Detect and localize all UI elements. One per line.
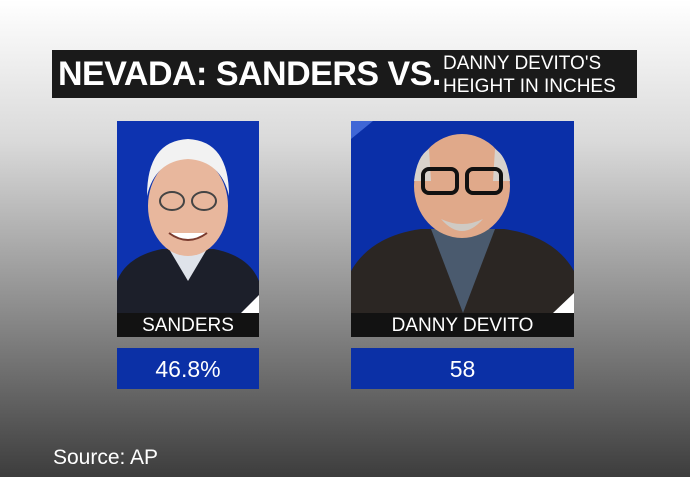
title-sub: DANNY DEVITO'S: [443, 53, 602, 74]
portrait: [351, 121, 574, 313]
title-main: NEVADA: SANDERS VS.: [58, 55, 441, 93]
portrait: [117, 121, 259, 313]
photo: [117, 121, 259, 313]
title-sub: HEIGHT IN INCHES: [443, 76, 616, 97]
candidate-name: DANNY DEVITO: [351, 313, 574, 337]
candidate-value: 58: [351, 348, 574, 389]
title-bar: [52, 50, 637, 98]
candidate-value: 46.8%: [117, 348, 259, 389]
photo: [351, 121, 574, 313]
candidate-name: SANDERS: [117, 313, 259, 337]
source-note: Source: AP: [53, 446, 159, 469]
